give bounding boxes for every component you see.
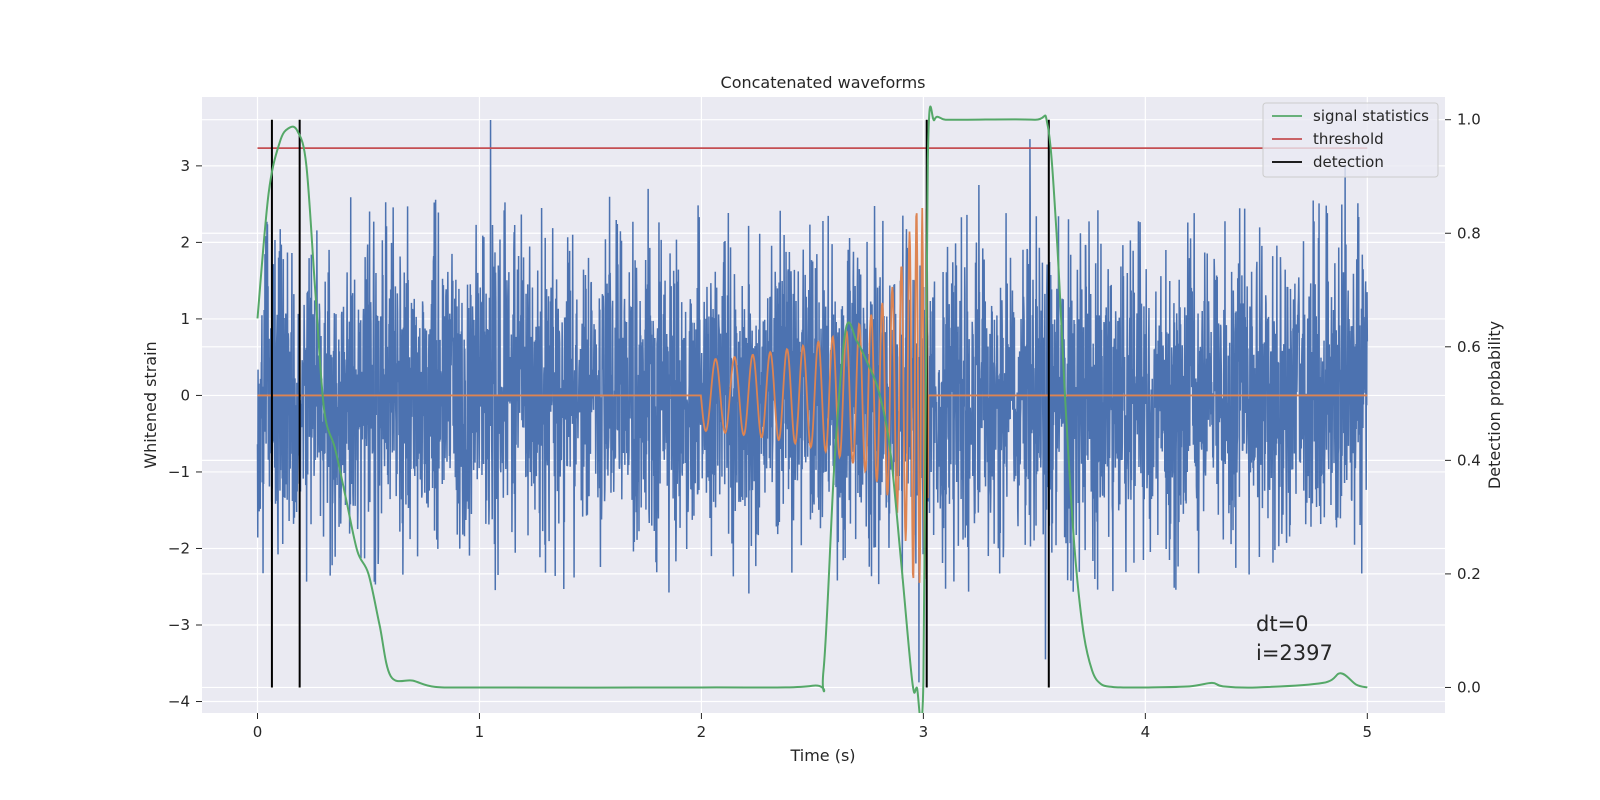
x-tick-label: 3 — [919, 723, 929, 741]
y-tick-label: −1 — [168, 463, 190, 481]
y-tick-label: −3 — [168, 616, 190, 634]
x-tick-label: 0 — [253, 723, 263, 741]
legend: signal statistics threshold detection — [1262, 102, 1439, 178]
y-tick-label: 0 — [180, 386, 190, 404]
noise-series — [256, 119, 1369, 683]
annotation-index: i=2397 — [1256, 641, 1333, 665]
y2-tick-label: 0.0 — [1457, 678, 1481, 696]
y2-axis-label: Detection probability — [1485, 321, 1504, 489]
x-axis: 0 1 2 3 4 5 — [253, 713, 1372, 741]
y-tick-label: −2 — [168, 539, 190, 557]
y2-tick-label: 0.4 — [1457, 451, 1481, 469]
y-tick-label: 2 — [180, 233, 190, 251]
plot-area — [256, 105, 1369, 713]
waveform-series — [257, 208, 1368, 583]
signal-statistics-line — [256, 105, 1368, 713]
chart-title: Concatenated waveforms — [721, 73, 926, 92]
y2-tick-label: 0.2 — [1457, 565, 1481, 583]
legend-box — [1262, 102, 1439, 178]
x-tick-label: 4 — [1141, 723, 1151, 741]
y-axis-label: Whitened strain — [141, 341, 160, 468]
noise-line — [256, 119, 1369, 683]
y2-tick-label: 0.6 — [1457, 338, 1481, 356]
annotation-dt: dt=0 — [1256, 612, 1309, 636]
legend-label-detection: detection — [1313, 153, 1384, 171]
signal-statistics-series — [256, 105, 1368, 713]
waveform-line — [257, 208, 1368, 583]
x-tick-label: 5 — [1363, 723, 1373, 741]
x-tick-label: 1 — [475, 723, 485, 741]
x-axis-label: Time (s) — [789, 746, 855, 765]
y2-tick-label: 0.8 — [1457, 224, 1481, 242]
y-tick-label: 3 — [180, 157, 190, 175]
legend-label-signal-statistics: signal statistics — [1313, 107, 1429, 125]
y-axis-right: 0.0 0.2 0.4 0.6 0.8 1.0 — [1445, 111, 1481, 696]
y-axis-left: −4 −3 −2 −1 0 1 2 3 — [168, 157, 202, 711]
legend-label-threshold: threshold — [1313, 130, 1384, 148]
y-tick-label: −4 — [168, 693, 190, 711]
y-tick-label: 1 — [180, 310, 190, 328]
y2-tick-label: 1.0 — [1457, 111, 1481, 129]
x-tick-label: 2 — [697, 723, 707, 741]
